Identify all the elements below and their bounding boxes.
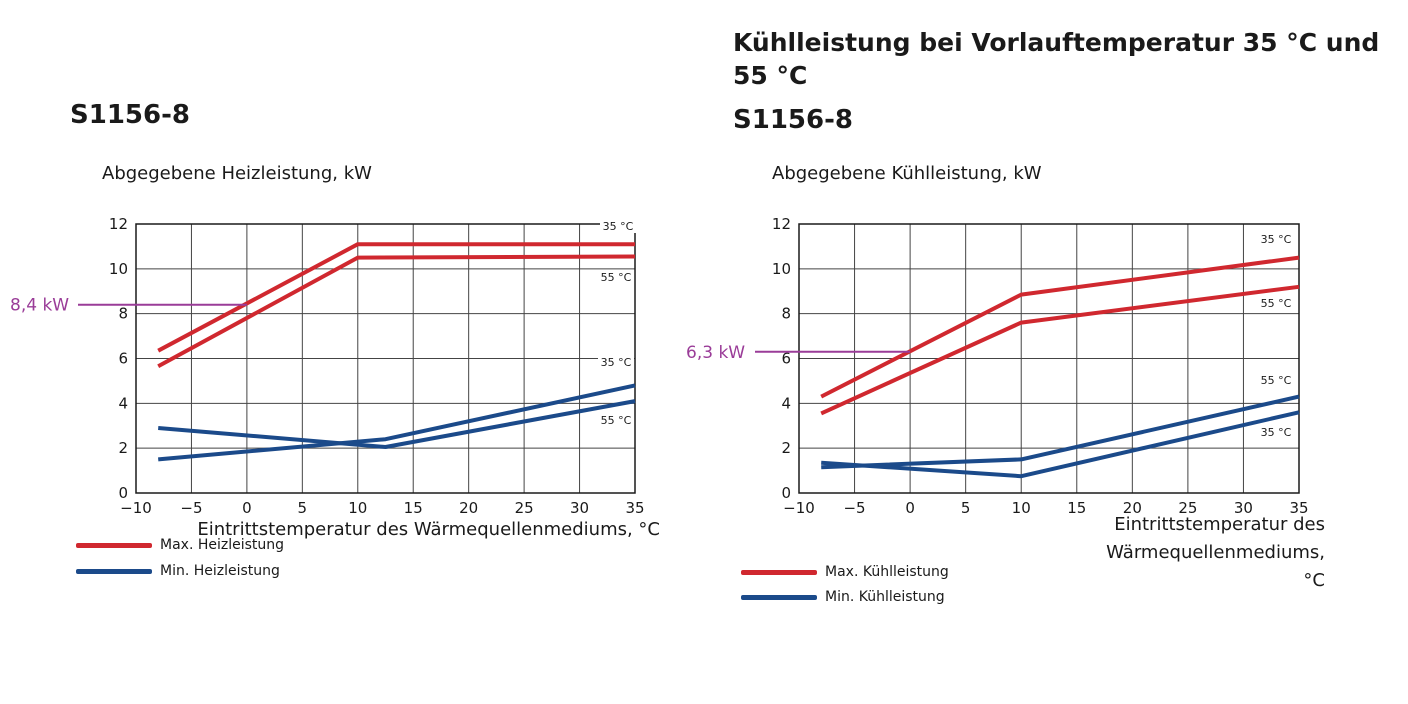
right-x-tick-label-7: 25 xyxy=(1178,499,1197,517)
right-legend-max: Max. Kühlleistung xyxy=(741,564,949,580)
left-model-title: S1156-8 xyxy=(70,100,190,130)
left-legend-min-swatch xyxy=(76,568,152,574)
left-series-label-bg-3 xyxy=(598,413,634,427)
left-x-tick-label-6: 20 xyxy=(459,499,478,517)
left-x-tick-label-4: 10 xyxy=(348,499,367,517)
left-y-tick-label-5: 10 xyxy=(109,260,128,278)
left-y-tick-label-3: 6 xyxy=(118,350,128,368)
left-legend-max-label: Max. Heizleistung xyxy=(160,537,285,553)
right-series-label-bg-2 xyxy=(1258,373,1294,387)
left-legend-min-label: Min. Heizleistung xyxy=(160,563,280,579)
right-series-label-1: 55 °C xyxy=(1261,297,1292,310)
right-series-label-3: 35 °C xyxy=(1261,426,1292,439)
left-legend-max-swatch xyxy=(76,542,152,548)
left-x-tick-label-9: 35 xyxy=(625,499,644,517)
right-y-axis-label: Abgegebene Kühlleistung, kW xyxy=(772,163,1042,184)
left-series-line-3 xyxy=(158,399,636,449)
right-x-tick-label-5: 15 xyxy=(1067,499,1086,517)
right-annotation-label: 6,3 kW xyxy=(686,343,745,363)
right-series-line-2 xyxy=(821,394,1300,470)
left-y-axis-label: Abgegebene Heizleistung, kW xyxy=(102,163,372,184)
right-y-tick-label-1: 2 xyxy=(781,439,791,457)
right-series-line-1 xyxy=(820,284,1300,416)
left-annotation-label: 8,4 kW xyxy=(10,296,69,316)
right-y-tick-label-2: 4 xyxy=(781,394,791,412)
left-series-label-2: 35 °C xyxy=(601,356,632,369)
left-x-tick-label-0: −10 xyxy=(120,499,152,517)
right-x-tick-label-8: 30 xyxy=(1234,499,1253,517)
right-x-tick-label-1: −5 xyxy=(843,499,865,517)
right-x-tick-label-3: 5 xyxy=(961,499,971,517)
right-y-tick-label-5: 10 xyxy=(772,260,791,278)
left-series-label-bg-1 xyxy=(598,270,634,284)
right-plot-frame xyxy=(798,223,1300,494)
left-series-line-2 xyxy=(158,383,636,462)
right-legend-min-swatch xyxy=(741,594,817,600)
right-x-axis-label: Eintrittstemperatur des Wärmequellenmedi… xyxy=(1106,514,1325,591)
left-x-tick-label-8: 30 xyxy=(570,499,589,517)
right-series-label-2: 55 °C xyxy=(1261,374,1292,387)
right-x-tick-label-0: −10 xyxy=(783,499,815,517)
left-series-label-0: 35 °C xyxy=(603,220,634,233)
right-x-tick-label-9: 35 xyxy=(1289,499,1308,517)
right-x-tick-label-4: 10 xyxy=(1012,499,1031,517)
right-legend-max-label: Max. Kühlleistung xyxy=(825,564,949,580)
left-legend-min: Min. Heizleistung xyxy=(76,563,280,579)
right-series-label-0: 35 °C xyxy=(1261,233,1292,246)
left-series-line-0 xyxy=(157,242,635,353)
left-series-label-bg-2 xyxy=(598,355,634,369)
left-y-tick-label-1: 2 xyxy=(118,439,128,457)
right-series-label-bg-3 xyxy=(1258,425,1294,439)
left-y-tick-label-0: 0 xyxy=(118,484,128,502)
right-series-line-0 xyxy=(820,255,1300,399)
left-x-tick-label-2: 0 xyxy=(242,499,252,517)
right-y-tick-label-3: 6 xyxy=(781,350,791,368)
left-y-tick-label-4: 8 xyxy=(118,305,128,323)
left-series-label-bg-0 xyxy=(600,219,636,233)
right-y-tick-label-0: 0 xyxy=(781,484,791,502)
left-x-axis-label: Eintrittstemperatur des Wärmequellenmedi… xyxy=(197,519,660,540)
right-y-tick-label-6: 12 xyxy=(772,215,791,233)
right-y-tick-label-4: 8 xyxy=(781,305,791,323)
right-series-label-bg-1 xyxy=(1258,296,1294,310)
right-legend-max-swatch xyxy=(741,569,817,575)
right-series-line-3 xyxy=(821,410,1300,479)
left-x-tick-label-5: 15 xyxy=(404,499,423,517)
left-x-tick-label-7: 25 xyxy=(515,499,534,517)
left-x-tick-label-1: −5 xyxy=(180,499,202,517)
left-y-tick-label-6: 12 xyxy=(109,215,128,233)
right-legend-min: Min. Kühlleistung xyxy=(741,589,945,605)
right-legend-min-label: Min. Kühlleistung xyxy=(825,589,945,605)
right-x-tick-label-6: 20 xyxy=(1123,499,1142,517)
right-model-title: S1156-8 xyxy=(733,105,853,135)
left-x-tick-label-3: 5 xyxy=(298,499,308,517)
right-x-tick-label-2: 0 xyxy=(905,499,915,517)
left-plot-frame xyxy=(135,223,636,494)
left-legend-max: Max. Heizleistung xyxy=(76,537,284,553)
right-chart-title: Kühlleistung bei Vorlauftemperatur 35 °C… xyxy=(733,28,1380,90)
left-series-label-3: 55 °C xyxy=(601,414,632,427)
left-series-label-1: 55 °C xyxy=(601,271,632,284)
left-series-line-1 xyxy=(157,254,636,369)
left-y-tick-label-2: 4 xyxy=(118,394,128,412)
right-series-label-bg-0 xyxy=(1258,232,1294,246)
